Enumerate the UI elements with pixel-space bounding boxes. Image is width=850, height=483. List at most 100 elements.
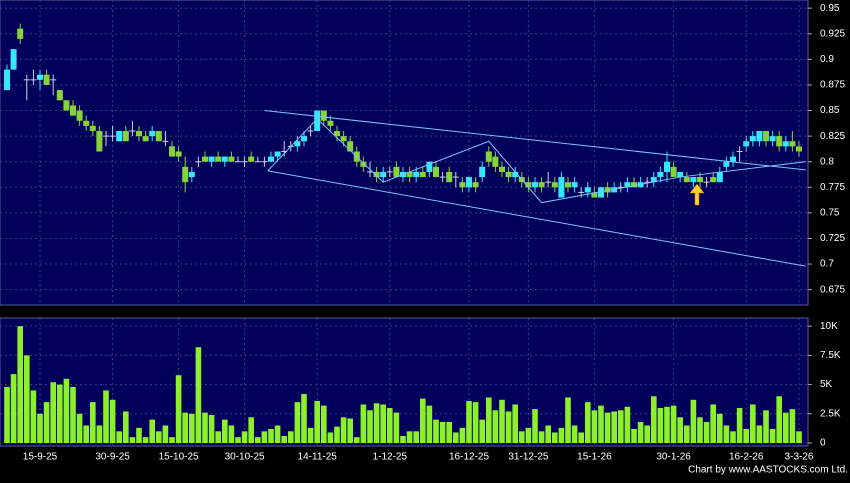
volume-bar <box>327 432 334 443</box>
volume-bar <box>446 421 452 443</box>
volume-bar <box>532 409 538 443</box>
candle-body <box>10 49 17 70</box>
volume-bar <box>710 404 716 443</box>
candle-body <box>571 182 578 188</box>
volume-bar <box>413 431 419 443</box>
volume-bar <box>406 431 413 443</box>
candle-body <box>604 187 611 193</box>
volume-bar <box>433 419 439 443</box>
volume-bar <box>354 437 360 443</box>
volume-bar <box>314 400 320 443</box>
volume-bar <box>657 407 664 443</box>
candle-body <box>650 177 657 183</box>
x-tick-label: 30-10-25 <box>225 452 265 463</box>
y-tick-label: 0 <box>820 438 826 449</box>
volume-bar <box>776 396 782 443</box>
candle-body <box>479 166 486 178</box>
trend-line <box>267 170 806 267</box>
candle-body <box>756 131 763 142</box>
volume-bar <box>604 412 611 443</box>
candle-body <box>525 182 532 188</box>
volume-bar <box>162 425 169 443</box>
volume-bar <box>123 411 129 443</box>
candle-body <box>327 120 334 126</box>
volume-bar <box>565 397 571 443</box>
candle-body <box>419 171 426 178</box>
x-tick-label: 14-11-25 <box>298 452 338 463</box>
candle-body <box>723 161 730 167</box>
candle-body <box>690 177 697 183</box>
candle-body <box>334 131 340 137</box>
volume-bar <box>571 425 578 443</box>
volume-bar <box>585 402 591 443</box>
x-tick-label: 30-9-25 <box>95 452 130 463</box>
trend-line <box>264 110 806 171</box>
candle-body <box>776 136 783 147</box>
volume-bar <box>288 431 294 443</box>
volume-bar <box>37 413 43 443</box>
volume-bar <box>796 431 802 443</box>
candle-body <box>301 136 307 142</box>
volume-bar <box>4 386 10 443</box>
candle-body <box>268 156 274 162</box>
volume-bar <box>30 390 37 443</box>
volume-bar <box>228 425 235 443</box>
candle-body <box>789 141 796 147</box>
volume-bar <box>789 409 796 443</box>
candle-body <box>122 131 129 142</box>
volume-bar <box>598 405 604 443</box>
volume-bar <box>783 412 789 443</box>
volume-bar <box>261 431 268 443</box>
candle-body <box>710 177 717 183</box>
candle-body <box>274 151 281 157</box>
volume-bar <box>684 425 690 443</box>
volume-bar <box>453 432 459 443</box>
volume-bar <box>380 404 386 443</box>
volume-bar <box>677 417 683 443</box>
volume-bar <box>631 428 637 443</box>
candle-body <box>37 74 43 80</box>
y-tick-label: 0.725 <box>820 233 845 244</box>
candle-body <box>175 151 182 157</box>
volume-bar <box>248 417 254 443</box>
y-tick-label: 0.75 <box>820 208 840 219</box>
candle-body <box>221 156 228 162</box>
candle-body <box>76 110 83 121</box>
candle-body <box>208 156 215 162</box>
candle-body <box>657 171 664 178</box>
trend-line <box>267 118 806 204</box>
volume-bar <box>644 425 650 443</box>
y-tick-label: 0.675 <box>820 284 845 295</box>
candle-body <box>96 131 103 152</box>
candle-body <box>611 187 618 193</box>
candle-body <box>683 177 690 183</box>
candle-body <box>505 171 512 178</box>
footer: Chart by www.AASTOCKS.com Ltd. <box>688 465 848 476</box>
volume-bar <box>730 431 736 443</box>
volume-bar <box>17 326 23 443</box>
candle-body <box>716 171 723 183</box>
candle-body <box>466 177 472 188</box>
volume-bar <box>723 425 730 443</box>
candle-body <box>70 105 76 116</box>
volume-bar <box>281 435 287 443</box>
volume-bar <box>268 428 274 443</box>
volume-bar <box>426 405 433 443</box>
candle-body <box>4 69 10 91</box>
y-tick-label: 0.775 <box>820 182 845 193</box>
volume-bar <box>96 425 103 443</box>
y-tick-label: 0.875 <box>820 80 845 91</box>
volume-bar <box>70 386 76 443</box>
volume-bar <box>387 407 393 443</box>
volume-bar <box>486 397 492 443</box>
volume-bar <box>558 427 565 443</box>
volume-bar <box>420 398 426 443</box>
x-tick-label: 1-12-25 <box>373 452 408 463</box>
volume-bar <box>340 417 347 443</box>
volume-bar <box>624 406 631 443</box>
candle-body <box>406 171 413 178</box>
candle-body <box>149 131 156 137</box>
volume-bar <box>156 431 162 443</box>
volume-bar <box>142 437 149 443</box>
